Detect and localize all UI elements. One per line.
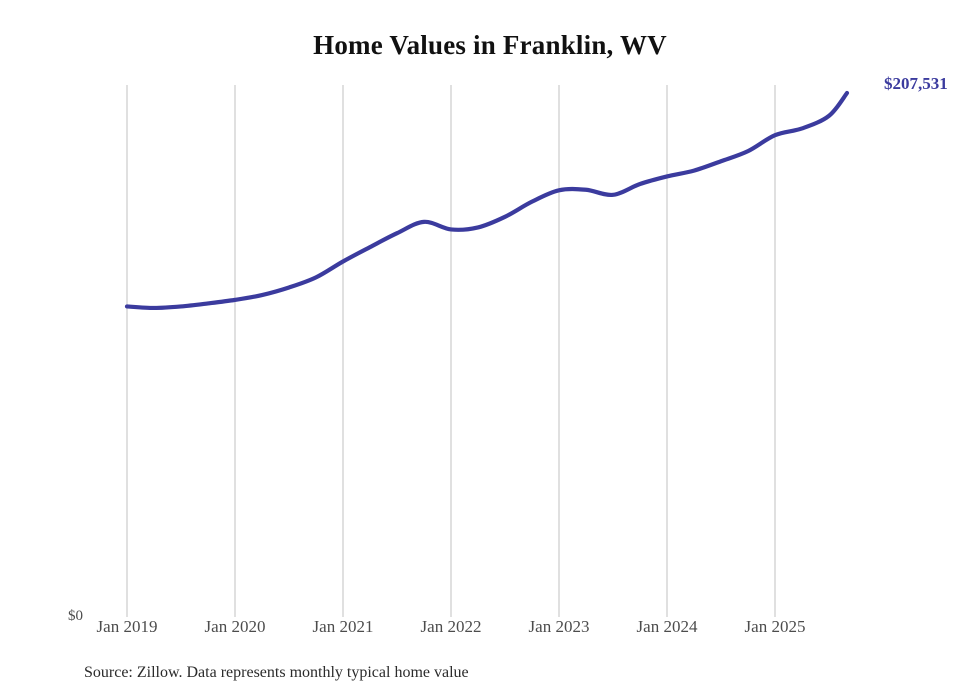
source-note: Source: Zillow. Data represents monthly … (84, 664, 469, 681)
y-axis-zero-label: $0 (68, 608, 83, 624)
x-tick-jan-2021: Jan 2021 (312, 617, 374, 636)
x-tick-jan-2025: Jan 2025 (744, 617, 806, 636)
gridlines (126, 85, 776, 617)
x-tick-jan-2019: Jan 2019 (96, 617, 158, 636)
home-value-line (124, 90, 850, 311)
x-tick-jan-2022: Jan 2022 (420, 617, 482, 636)
x-tick-jan-2024: Jan 2024 (636, 617, 698, 636)
x-tick-jan-2020: Jan 2020 (204, 617, 266, 636)
x-tick-jan-2023: Jan 2023 (528, 617, 590, 636)
end-value-annotation: $207,531 (884, 74, 948, 93)
page-title: Home Values in Franklin, WV (313, 30, 667, 60)
